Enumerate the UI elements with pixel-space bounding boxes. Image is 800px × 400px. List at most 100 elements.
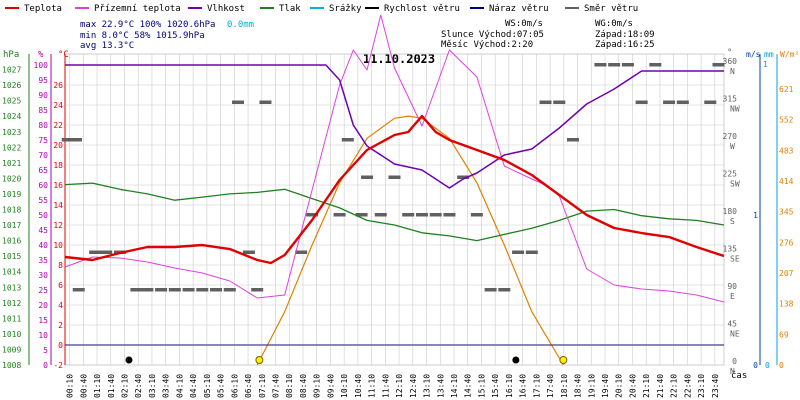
direction-tick-compass: W <box>730 142 735 151</box>
wind-direction-mark <box>141 288 154 292</box>
x-tick-label: 09:40 <box>326 374 335 398</box>
wind-direction-mark <box>594 63 607 67</box>
rain-tick-label: 1 <box>763 60 768 69</box>
plot-frame <box>64 53 725 366</box>
direction-tick-label: 90 <box>727 282 737 291</box>
solar-tick-label: 345 <box>779 208 794 217</box>
direction-tick-label: 225 <box>723 170 738 179</box>
pressure-tick-label: 1015 <box>2 252 21 261</box>
temp-tick-label: 0 <box>58 341 63 350</box>
temperature-line <box>64 114 725 265</box>
temp-tick-label: 12 <box>53 221 63 230</box>
x-tick-label: 20:10 <box>615 374 624 398</box>
x-tick-label: 15:40 <box>491 374 500 398</box>
x-tick-label: 19:10 <box>587 374 596 398</box>
wind-direction-mark <box>388 175 401 179</box>
wind-direction-mark <box>663 100 676 104</box>
pressure-tick-label: 1022 <box>2 143 21 152</box>
pressure-line <box>64 182 725 242</box>
temp-tick-label: 2 <box>58 321 63 330</box>
pressure-tick-label: 1023 <box>2 128 21 137</box>
x-tick-label: 13:10 <box>423 374 432 398</box>
header-ms: m/s <box>746 50 761 59</box>
x-tick-label: 02:40 <box>134 374 143 398</box>
direction-tick-label: 180 <box>723 207 738 216</box>
legend-label-1: Přízemní teplota <box>94 4 181 14</box>
wind-direction-mark <box>100 250 113 254</box>
wind-direction-mark <box>484 288 497 292</box>
humidity-tick-label: 25 <box>38 286 48 295</box>
wind-direction-mark <box>69 138 82 142</box>
x-tick-label: 14:10 <box>450 374 459 398</box>
header-hpa: hPa <box>3 50 19 60</box>
x-tick-label: 12:10 <box>395 374 404 398</box>
pressure-tick-label: 1011 <box>2 314 21 323</box>
x-tick-label: 22:10 <box>670 374 679 398</box>
temp-tick-label: 6 <box>58 281 63 290</box>
x-tick-label: 04:40 <box>189 374 198 398</box>
direction-tick-compass: NW <box>730 105 740 114</box>
x-tick-label: 11:40 <box>381 374 390 398</box>
humidity-tick-label: 10 <box>38 331 48 340</box>
x-tick-label: 04:10 <box>175 374 184 398</box>
x-tick-label: 03:40 <box>162 374 171 398</box>
solar-line <box>256 115 564 366</box>
header-deg: ° <box>727 48 732 58</box>
x-tick-label: 10:10 <box>340 374 349 398</box>
x-tick-label: 21:10 <box>642 374 651 398</box>
header-wm2: W/m² <box>780 50 799 59</box>
x-tick-label: 18:40 <box>574 374 583 398</box>
humidity-tick-label: 50 <box>38 211 48 220</box>
x-tick-label: 21:40 <box>656 374 665 398</box>
wind-direction-mark <box>223 288 236 292</box>
stats-min: min 8.0°C 58% 1015.9hPa <box>80 31 205 41</box>
direction-tick-compass: NE <box>730 330 740 339</box>
humidity-tick-label: 65 <box>38 166 48 175</box>
legend-label-5: Rychlost větru <box>384 4 460 14</box>
wind-direction-mark <box>443 213 456 217</box>
moon-marker <box>125 356 133 364</box>
x-tick-label: 05:40 <box>217 374 226 398</box>
wind-direction-mark <box>361 175 374 179</box>
humidity-tick-label: 30 <box>38 271 48 280</box>
humidity-tick-label: 80 <box>38 121 48 130</box>
wind-direction-mark <box>168 288 181 292</box>
direction-tick-compass: SW <box>730 180 740 189</box>
x-tick-label: 06:10 <box>230 374 239 398</box>
solar-tick-label: 552 <box>779 116 794 125</box>
legend-label-6: Náraz větru <box>489 4 549 14</box>
x-tick-label: 23:10 <box>697 374 706 398</box>
humidity-tick-label: 20 <box>38 301 48 310</box>
x-tick-label: 02:10 <box>120 374 129 398</box>
wind-direction-mark <box>259 100 272 104</box>
humidity-tick-label: 40 <box>38 241 48 250</box>
pressure-tick-label: 1014 <box>2 268 21 277</box>
pressure-tick-label: 1008 <box>2 361 21 370</box>
wind-direction-mark <box>89 250 102 254</box>
wind-tick-label: 0 <box>753 361 758 370</box>
x-axis-ticks: 00:10 00:40 01:10 01:40 02:10 02:40 03:10 03:40… <box>66 374 720 398</box>
x-tick-label: 01:10 <box>93 374 102 398</box>
temp-tick-label: -2 <box>53 361 63 370</box>
plot-area <box>61 14 725 366</box>
legend-label-3: Tlak <box>279 4 301 14</box>
wind-direction-mark <box>61 138 74 142</box>
wind-direction-mark <box>182 288 195 292</box>
legend-label-4: Srážky <box>329 4 362 14</box>
x-tick-label: 01:40 <box>107 374 116 398</box>
x-tick-label: 05:10 <box>203 374 212 398</box>
moon-set: Západ:16:25 <box>595 40 655 50</box>
direction-tick-label: 270 <box>723 132 738 141</box>
solar-tick-label: 621 <box>779 85 794 94</box>
rain-tick-label: 0 <box>765 361 770 370</box>
axes: 1008100910101011101210131014101510161017… <box>2 54 794 376</box>
grid <box>64 53 725 366</box>
x-tick-label: 20:40 <box>628 374 637 398</box>
wind-direction-mark <box>608 63 621 67</box>
wind-direction-mark <box>553 100 566 104</box>
wind-direction-mark <box>242 250 255 254</box>
feels-temp-line <box>64 14 725 303</box>
wind-direction-mark <box>155 288 168 292</box>
humidity-tick-label: 35 <box>38 256 48 265</box>
